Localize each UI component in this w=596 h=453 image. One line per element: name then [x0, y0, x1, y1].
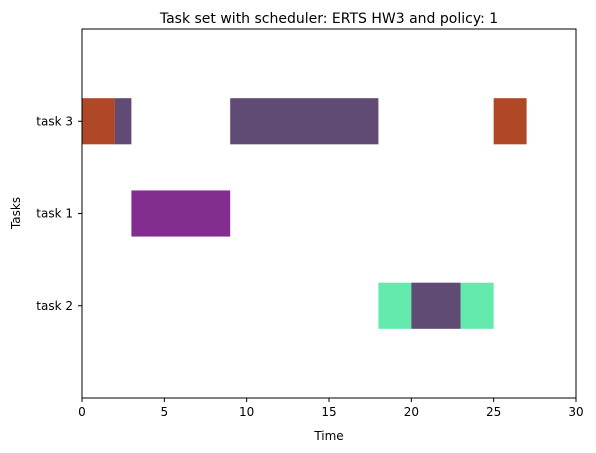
y-tick-label-task-3: task 3 — [36, 114, 73, 128]
x-tick-label-30: 30 — [568, 405, 583, 419]
x-ticks: 0 5 10 15 20 25 30 — [78, 398, 584, 419]
y-axis-label: Tasks — [9, 197, 23, 230]
x-axis-label: Time — [313, 429, 343, 443]
x-tick-label-20: 20 — [404, 405, 419, 419]
chart-title: Task set with scheduler: ERTS HW3 and po… — [159, 11, 498, 27]
x-tick-label-25: 25 — [486, 405, 501, 419]
x-tick-label-15: 15 — [321, 405, 336, 419]
y-ticks: task 3 task 1 task 2 — [36, 114, 82, 313]
bar-task-3-1 — [114, 98, 132, 145]
bar-task-1-4 — [131, 190, 231, 237]
bar-task-2-6 — [411, 282, 461, 329]
bar-task-3-3 — [493, 98, 527, 145]
x-tick-label-0: 0 — [78, 405, 86, 419]
bar-task-2-7 — [460, 282, 494, 329]
bar-task-3-2 — [230, 98, 379, 145]
y-tick-label-task-2: task 2 — [36, 299, 73, 313]
bars-group — [82, 98, 527, 329]
y-tick-label-task-1: task 1 — [36, 207, 73, 221]
bar-task-3-0 — [82, 98, 115, 145]
bar-task-2-5 — [378, 282, 412, 329]
x-tick-label-10: 10 — [239, 405, 254, 419]
x-tick-label-5: 5 — [161, 405, 169, 419]
